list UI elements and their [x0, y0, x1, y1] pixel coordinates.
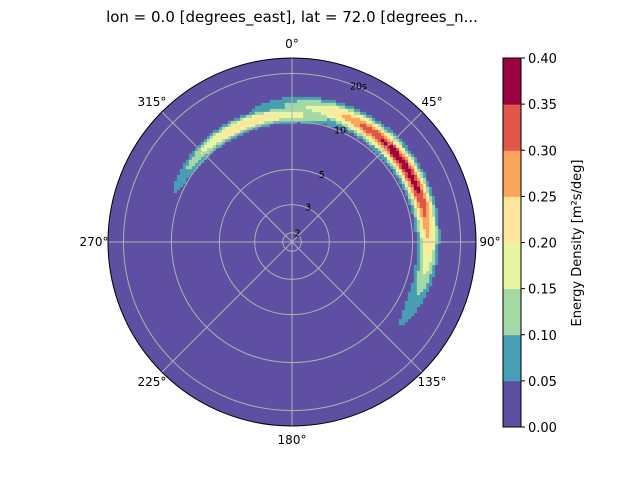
- colorbar-segment: [503, 288, 521, 336]
- angular-tick-label: 135°: [418, 375, 447, 389]
- angular-gridline: [161, 111, 293, 243]
- radial-tick-label: 3: [305, 203, 311, 214]
- colorbar-label-text: Energy Density [m²s/deg]: [570, 160, 585, 327]
- angular-tick-label: 90°: [479, 235, 500, 249]
- colorbar-segment: [503, 196, 521, 243]
- contour-fill-layer: [173, 96, 442, 326]
- colorbar-tick-label: 0.40: [528, 52, 557, 67]
- angular-gridline: [291, 111, 423, 243]
- colorbar-segment: [503, 242, 521, 290]
- angular-gridline: [161, 241, 293, 373]
- colorbar: 0.00 0.05 0.10 0.15 0.20 0.25 0.30 0.35 0.40: [502, 52, 557, 436]
- angular-tick-label: 270°: [80, 235, 109, 249]
- angular-tick-label: 45°: [421, 95, 442, 109]
- radial-tick-label: 5: [319, 170, 325, 181]
- colorbar-tick-label: 0.15: [528, 283, 557, 298]
- colorbar-segment: [503, 104, 521, 151]
- chart-title: lon = 0.0 [degrees_east], lat = 72.0 [de…: [106, 8, 478, 27]
- colorbar-segment: [503, 58, 521, 105]
- colorbar-tick-label: 0.20: [528, 237, 557, 252]
- colorbar-segment: [503, 150, 521, 197]
- colorbar-tick-label: 0.25: [528, 190, 557, 205]
- polar-grid: [107, 57, 477, 427]
- colorbar-segment: [503, 380, 521, 428]
- angular-tick-labels: 0° 45° 90° 135° 180° 225° 270° 315°: [80, 37, 501, 447]
- angular-tick-label: 180°: [278, 433, 307, 447]
- colorbar-segment: [503, 334, 521, 382]
- colorbar-label: Energy Density [m²s/deg]: [570, 160, 585, 327]
- radial-tick-labels: 2 3 5 10 20s: [295, 81, 368, 239]
- radial-tick-label: 20s: [350, 81, 367, 92]
- angular-tick-label: 225°: [138, 375, 167, 389]
- angular-gridline: [291, 241, 423, 373]
- angular-tick-label: 0°: [285, 37, 299, 51]
- radial-tick-label: 10: [334, 126, 346, 137]
- colorbar-tick-label: 0.10: [528, 329, 557, 344]
- contour-level-7: [380, 138, 421, 194]
- colorbar-tick-label: 0.00: [528, 421, 557, 436]
- radial-tick-label: 2: [295, 228, 301, 239]
- colorbar-tick-label: 0.05: [528, 375, 557, 390]
- polar-frame: [107, 57, 477, 427]
- angular-tick-label: 315°: [138, 95, 167, 109]
- colorbar-tick-label: 0.30: [528, 144, 557, 159]
- colorbar-tick-label: 0.35: [528, 98, 557, 113]
